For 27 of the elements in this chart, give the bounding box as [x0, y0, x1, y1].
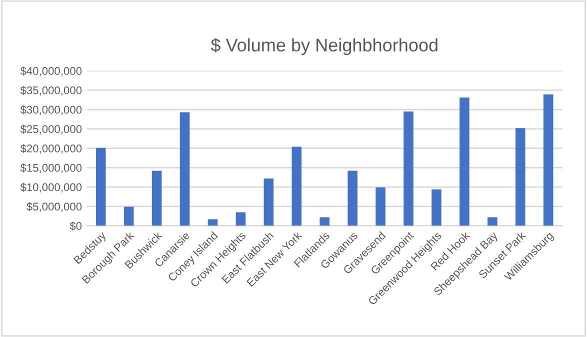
- bar: [432, 189, 442, 226]
- y-tick-label: $25,000,000: [20, 124, 82, 134]
- bar: [180, 112, 190, 226]
- y-tick-label: $15,000,000: [20, 163, 82, 174]
- bar: [376, 187, 386, 226]
- bar: [96, 148, 106, 226]
- y-tick-label: $0: [70, 222, 82, 231]
- bar: [152, 170, 162, 226]
- y-tick-label: $40,000,000: [20, 66, 82, 76]
- bar: [124, 206, 134, 226]
- bar: [404, 111, 414, 226]
- y-tick-label: $20,000,000: [20, 144, 82, 154]
- bar: [208, 219, 218, 226]
- y-tick-label: $10,000,000: [20, 182, 82, 192]
- bar: [320, 217, 330, 226]
- bar: [516, 128, 526, 226]
- bar: [460, 98, 470, 226]
- bar: [543, 94, 554, 226]
- chart-title: $ Volume by Neighbhorhood: [210, 38, 438, 56]
- bar: [348, 170, 358, 226]
- y-tick-label: $35,000,000: [20, 86, 82, 96]
- y-tick-label: $5,000,000: [26, 202, 82, 212]
- bar: [264, 178, 274, 226]
- bar: [292, 146, 302, 226]
- y-tick-label: $30,000,000: [20, 105, 82, 115]
- bar: [236, 212, 246, 226]
- bar: [488, 217, 498, 226]
